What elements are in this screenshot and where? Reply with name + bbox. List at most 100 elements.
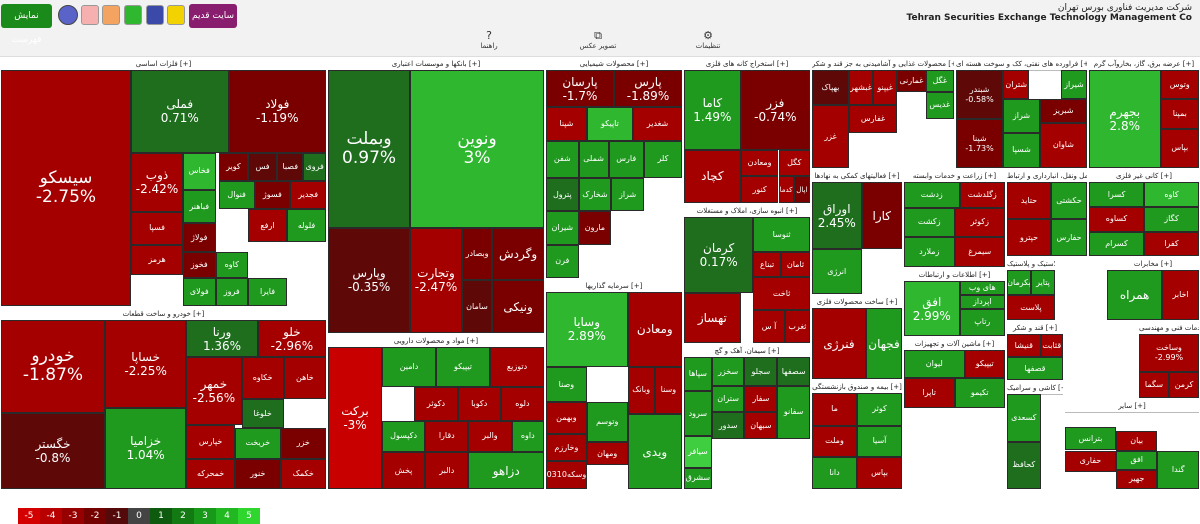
stock-tile[interactable]: هرمز	[131, 244, 183, 276]
stock-tile[interactable]: گندا	[1157, 450, 1199, 489]
stock-tile[interactable]: کرمان 0.17%	[684, 217, 754, 293]
stock-tile[interactable]: زملارد	[904, 237, 955, 267]
stock-tile[interactable]: فنرژی	[812, 308, 866, 379]
stock-tile[interactable]: شخارک	[578, 178, 612, 212]
stock-tile[interactable]: ستران	[711, 386, 745, 413]
stock-tile[interactable]: سدور	[711, 412, 745, 439]
stock-tile[interactable]: سبهان	[744, 412, 778, 439]
stock-tile[interactable]: تاپیکو	[586, 107, 634, 141]
stock-tile[interactable]: دکوثر	[414, 386, 458, 421]
stock-tile[interactable]: سفانو	[777, 386, 810, 439]
stock-tile[interactable]: شغدیر	[633, 107, 682, 141]
stock-tile[interactable]: های وب	[959, 281, 1005, 295]
stock-tile[interactable]: کچاد	[684, 149, 741, 203]
stock-tile[interactable]: پکرمان	[1007, 270, 1031, 295]
stock-tile[interactable]: خلو -2.96%	[257, 320, 326, 358]
stock-tile[interactable]: کویر	[218, 152, 248, 181]
stock-tile[interactable]: خکاوه	[241, 357, 284, 400]
stock-tile[interactable]: فولای	[183, 277, 216, 306]
chart-icon[interactable]	[146, 5, 164, 25]
stock-tile[interactable]: کسعدی	[1007, 394, 1041, 442]
stock-tile[interactable]: خمهر -2.56%	[186, 357, 242, 425]
stock-tile[interactable]: وتوس	[1160, 70, 1199, 100]
stock-tile[interactable]: کارا	[861, 182, 902, 250]
stock-tile[interactable]: قصفها	[1007, 357, 1063, 380]
stock-tile[interactable]: وملت	[812, 425, 857, 458]
stock-tile[interactable]: فملی 0.71%	[131, 70, 229, 153]
stock-tile[interactable]: شپنا -1.73%	[956, 119, 1004, 168]
stock-tile[interactable]: دزاهو	[468, 452, 544, 489]
stock-tile[interactable]: شراز	[1003, 99, 1040, 133]
stock-tile[interactable]: دکپسول	[382, 420, 426, 453]
stock-tile[interactable]: شسپا	[1003, 132, 1040, 168]
stock-tile[interactable]: کنور	[740, 176, 779, 203]
stock-tile[interactable]: فولاد -1.19%	[228, 70, 326, 153]
stock-tile[interactable]: پلاست	[1007, 295, 1055, 320]
stock-tile[interactable]: بیان	[1115, 431, 1158, 451]
stock-tile[interactable]: شتران	[1003, 70, 1030, 100]
stock-tile[interactable]: وبصادر	[461, 227, 493, 281]
stock-tile[interactable]: دالبر	[425, 452, 469, 489]
stock-tile[interactable]: بپاس	[1160, 128, 1199, 168]
stock-tile[interactable]: کگل	[778, 149, 810, 177]
stock-tile[interactable]: ونیکی	[492, 280, 544, 333]
stock-tile[interactable]: پارسان -1.7%	[546, 70, 614, 108]
stock-tile[interactable]: والبر	[468, 420, 512, 453]
stock-tile[interactable]: تیپیکو	[436, 347, 490, 387]
stock-tile[interactable]: داوه	[511, 420, 544, 453]
old-site-button[interactable]: سایت قدیم	[189, 4, 237, 28]
stock-tile[interactable]: ثنوسا	[753, 217, 810, 253]
stock-tile[interactable]: ارفع	[248, 209, 287, 243]
stock-tile[interactable]: قثابت	[1040, 334, 1063, 357]
stock-tile[interactable]: وسکه0310	[546, 461, 587, 489]
stock-tile[interactable]: پتایر	[1031, 270, 1055, 295]
stock-tile[interactable]: زکشت	[904, 207, 955, 238]
help-tool[interactable]: ? راهنما	[469, 30, 509, 51]
stock-tile[interactable]: ثاخت	[753, 277, 810, 311]
stock-tile[interactable]: شاوان	[1039, 122, 1087, 168]
stock-tile[interactable]: تبناع	[753, 252, 782, 278]
stock-tile[interactable]: پارس -1.89%	[614, 70, 682, 108]
stock-tile[interactable]: افق 2.99%	[904, 281, 960, 336]
stock-tile[interactable]: شیراز	[1060, 70, 1087, 100]
stock-tile[interactable]: غزر	[812, 105, 849, 168]
stock-tile[interactable]: ثامان	[781, 252, 810, 278]
sector-title[interactable]: سایر [+]	[1065, 400, 1199, 413]
stock-tile[interactable]: فزر -0.74%	[740, 70, 810, 150]
stock-tile[interactable]: تکیمو	[954, 377, 1005, 408]
stock-tile[interactable]: آ س	[753, 310, 785, 343]
stock-tile[interactable]: دانا	[812, 457, 857, 489]
stock-tile[interactable]: وبانک	[627, 366, 655, 415]
stock-tile[interactable]: کاوه	[215, 251, 248, 278]
stock-tile[interactable]: سخزر	[711, 357, 745, 387]
camera-tool[interactable]: ⧉ تصویر عکس	[578, 30, 618, 51]
stock-tile[interactable]: ومعادن	[740, 149, 779, 177]
stock-tile[interactable]: حتاید	[1007, 182, 1051, 219]
stock-tile[interactable]: شفن	[546, 140, 579, 179]
stock-tile[interactable]: خساپا -2.25%	[105, 320, 187, 408]
stock-tile[interactable]: شراز	[611, 178, 644, 212]
stock-tile[interactable]: حپترو	[1007, 219, 1051, 256]
stock-tile[interactable]: سشرق	[684, 467, 712, 489]
stock-tile[interactable]: دقارا	[425, 420, 469, 453]
stock-tile[interactable]: خزامیا 1.04%	[105, 407, 187, 489]
stock-tile[interactable]: سفار	[744, 386, 778, 413]
stock-tile[interactable]: کوثر	[857, 393, 902, 426]
stock-tile[interactable]: فارس	[608, 140, 644, 179]
stock-tile[interactable]: فصبا	[277, 152, 304, 181]
stock-tile[interactable]: وگردش	[492, 227, 544, 281]
stock-tile[interactable]: وساخت -2.99%	[1139, 334, 1199, 373]
stock-tile[interactable]: وسایا 2.89%	[546, 292, 628, 367]
theme-circle-icon[interactable]	[58, 5, 78, 25]
stock-tile[interactable]: فخاس	[183, 152, 216, 191]
stock-tile[interactable]: سیمرغ	[954, 237, 1005, 267]
stock-tile[interactable]: برکت -3%	[328, 347, 382, 489]
home-icon[interactable]	[81, 5, 99, 25]
stock-tile[interactable]: خگستر -0.8%	[1, 412, 105, 489]
stock-tile[interactable]: خمحرکه	[186, 458, 235, 489]
stock-tile[interactable]: کحافظ	[1007, 441, 1041, 489]
stock-tile[interactable]: کرمن	[1169, 372, 1199, 398]
stock-tile[interactable]: فایرا	[248, 277, 287, 306]
stock-tile[interactable]: کاما 1.49%	[684, 70, 741, 150]
stock-tile[interactable]: ما	[812, 393, 857, 426]
